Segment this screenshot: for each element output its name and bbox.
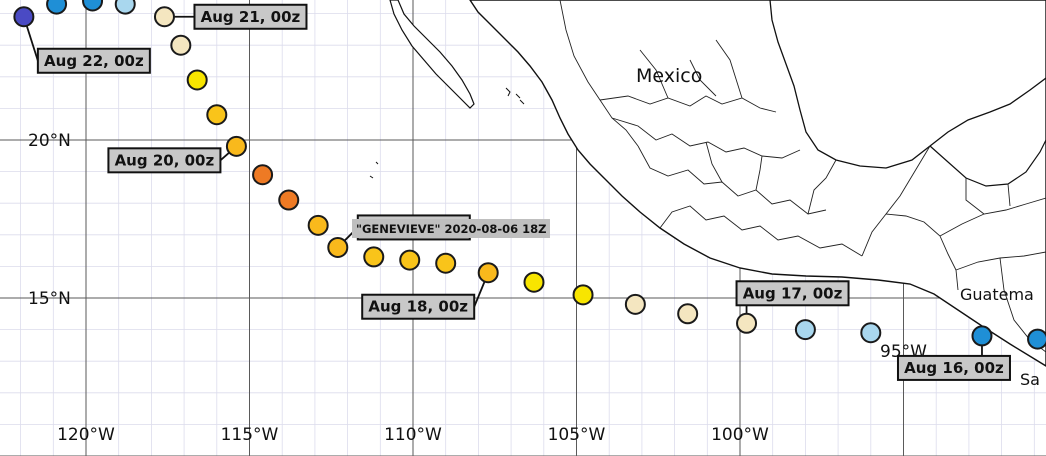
date-label-box xyxy=(896,354,1011,381)
yucatan-coast xyxy=(929,139,1046,187)
track-point xyxy=(327,236,349,258)
landmass xyxy=(369,0,1046,367)
latitude-tick-label: 15°N xyxy=(28,289,71,309)
latitude-tick-label: 20°N xyxy=(28,131,71,151)
baja-peninsula xyxy=(389,0,475,109)
track-point xyxy=(677,303,699,325)
track-point xyxy=(363,246,385,268)
longitude-tick-label: 100°W xyxy=(711,425,769,445)
latitude-tick-labels: 20°N 15°N xyxy=(28,131,71,309)
track-point xyxy=(572,284,594,306)
track-point xyxy=(206,104,228,126)
track-point xyxy=(225,135,247,157)
track-point xyxy=(13,6,35,28)
place-label-guatemala: Guatema xyxy=(960,285,1034,304)
longitude-tick-label: 115°W xyxy=(221,425,279,445)
islands xyxy=(369,87,525,179)
date-label-box xyxy=(36,47,151,74)
date-label-box xyxy=(193,3,308,30)
date-label-box xyxy=(107,147,222,174)
track-point xyxy=(186,69,208,91)
date-label-box xyxy=(361,293,476,320)
track-point xyxy=(477,262,499,284)
track-point xyxy=(307,214,329,236)
track-point xyxy=(399,249,421,271)
track-point xyxy=(1027,328,1046,350)
date-label: Aug 21, 00z xyxy=(201,8,301,26)
track-point xyxy=(153,6,175,28)
date-label: Aug 18, 00z xyxy=(368,298,468,316)
place-label-salvador: Sa xyxy=(1020,370,1040,389)
storm-title-box: "GENEVIEVE" 2020-08-06 18Z xyxy=(352,219,550,238)
state-borders xyxy=(559,0,1046,353)
date-label: Aug 17, 00z xyxy=(743,284,843,302)
track-point xyxy=(860,322,882,344)
longitude-tick-label: 110°W xyxy=(384,425,442,445)
track-points xyxy=(13,0,1046,350)
track-point xyxy=(46,0,68,15)
mexico-coastline xyxy=(469,0,1046,367)
date-label-box xyxy=(735,280,850,307)
track-point xyxy=(971,325,993,347)
place-labels: Mexico Guatema Sa xyxy=(636,65,1040,389)
date-label: Aug 22, 00z xyxy=(44,52,144,70)
track-point xyxy=(82,0,104,12)
track-point xyxy=(624,293,646,315)
gulf-coast xyxy=(769,0,1046,169)
longitude-tick-label: 105°W xyxy=(548,425,606,445)
track-point xyxy=(170,34,192,56)
track-point xyxy=(435,252,457,274)
place-label-mexico: Mexico xyxy=(636,65,702,87)
storm-title-background xyxy=(352,219,550,238)
track-point xyxy=(114,0,136,15)
longitude-tick-label: 120°W xyxy=(57,425,115,445)
track-point xyxy=(794,319,816,341)
track-point xyxy=(278,189,300,211)
track-point xyxy=(523,271,545,293)
date-label: Aug 16, 00z xyxy=(904,359,1004,377)
track-point xyxy=(736,312,758,334)
storm-title: "GENEVIEVE" 2020-08-06 18Z xyxy=(356,222,546,236)
date-label: Aug 20, 00z xyxy=(115,151,215,169)
track-point xyxy=(252,164,274,186)
